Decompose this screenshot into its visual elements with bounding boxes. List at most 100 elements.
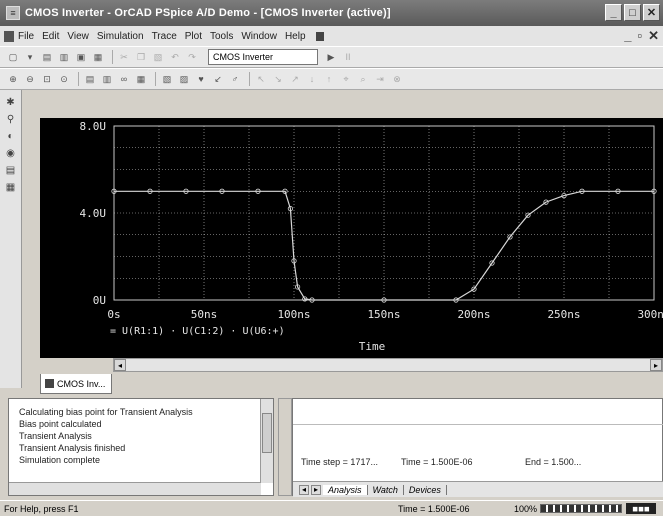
menu-file[interactable]: File xyxy=(18,30,35,42)
trace-point xyxy=(507,234,513,240)
plot-window[interactable]: 0s 50ns 100ns 150ns 200ns 250ns 300ns 0U 4.0U 8.0… xyxy=(40,118,663,358)
tab-label: CMOS Inv... xyxy=(57,378,106,389)
tab-next-icon[interactable]: ▸ xyxy=(311,484,321,495)
panel-splitter[interactable] xyxy=(278,398,292,496)
menu-help[interactable]: Help xyxy=(284,30,306,42)
tab-devices[interactable]: Devices xyxy=(404,484,447,495)
run-icon[interactable]: ▶ xyxy=(327,51,335,62)
minimize-button[interactable]: _ xyxy=(605,4,622,21)
redo-icon[interactable]: ↷ xyxy=(188,51,196,62)
eval-goal-icon[interactable]: ▨ xyxy=(179,73,189,84)
scroll-right-icon[interactable]: ▸ xyxy=(650,359,662,371)
cursor-mark-icon[interactable]: ⊗ xyxy=(393,73,401,84)
zoom-fit-icon[interactable]: ⊙ xyxy=(60,73,68,84)
trace-point xyxy=(489,260,495,266)
save-icon[interactable]: ▣ xyxy=(76,51,86,62)
waveform-plot[interactable]: 0s 50ns 100ns 150ns 200ns 250ns 300ns 0U 4.0U 8.0… xyxy=(40,118,663,358)
mdi-close-button[interactable]: ✕ xyxy=(648,28,659,43)
menu-plot[interactable]: Plot xyxy=(184,30,202,42)
new-icon[interactable]: ▢ xyxy=(8,51,18,62)
cursor-peak-icon[interactable]: ↖ xyxy=(257,73,265,84)
undo-icon[interactable]: ↶ xyxy=(171,51,179,62)
print-icon[interactable]: ▦ xyxy=(93,51,103,62)
log-line: Transient Analysis xyxy=(19,431,92,441)
menu-simulation[interactable]: Simulation xyxy=(96,30,144,42)
add-trace-icon[interactable]: ▧ xyxy=(162,73,172,84)
performance-icon[interactable]: ∞ xyxy=(120,74,128,84)
menu-window[interactable]: Window xyxy=(241,30,277,42)
open-icon[interactable]: ▤ xyxy=(42,51,52,62)
maximize-button[interactable]: □ xyxy=(624,4,641,21)
cursor-trough-icon[interactable]: ↘ xyxy=(274,73,282,84)
cursor-max-icon[interactable]: ↑ xyxy=(326,74,332,84)
mdi-minimize-button[interactable]: _ xyxy=(624,28,632,43)
y-tick-label: 8.0U xyxy=(80,120,107,133)
window-controls: _ □ ✕ xyxy=(605,4,660,21)
document-tab-strip: CMOS Inv... xyxy=(40,374,663,394)
document-icon[interactable] xyxy=(4,30,14,42)
open-folder-icon[interactable]: ▥ xyxy=(59,51,69,62)
title-bar: ≡ CMOS Inverter - OrCAD PSpice A/D Demo … xyxy=(0,0,663,26)
fourier-icon[interactable]: ▥ xyxy=(102,73,112,84)
simulation-profile-select[interactable]: CMOS Inverter xyxy=(208,49,318,65)
log-x-icon[interactable]: ▤ xyxy=(85,73,95,84)
menu-trace[interactable]: Trace xyxy=(151,30,177,42)
cut-icon[interactable]: ✂ xyxy=(120,51,128,62)
log-horizontal-scrollbar[interactable] xyxy=(9,482,261,495)
paste-icon[interactable]: ▧ xyxy=(153,51,163,62)
trace-point xyxy=(291,258,297,264)
tab-watch[interactable]: Watch xyxy=(368,484,404,495)
close-button[interactable]: ✕ xyxy=(643,4,660,21)
mdi-restore-button[interactable]: ▫ xyxy=(637,28,643,43)
plot-horizontal-scrollbar[interactable]: ◂ ▸ xyxy=(113,358,663,372)
status-time: Time = 1.500E-06 xyxy=(398,503,470,514)
zoom-area-icon[interactable]: ⊡ xyxy=(43,73,51,84)
cursor-slope-icon[interactable]: ↗ xyxy=(291,73,299,84)
menu-view[interactable]: View xyxy=(67,30,89,42)
power-marker-icon[interactable]: ▤ xyxy=(5,165,16,176)
tab-prev-icon[interactable]: ◂ xyxy=(299,484,309,495)
layout-icon[interactable]: ▦ xyxy=(5,182,16,193)
menu-tools[interactable]: Tools xyxy=(210,30,234,42)
trace-point xyxy=(111,188,117,194)
cursor-point-icon[interactable]: ⌖ xyxy=(343,73,349,84)
marker-icon[interactable]: ♥ xyxy=(198,74,204,84)
app-icon[interactable]: ≡ xyxy=(6,6,20,20)
progress-fill xyxy=(541,505,621,512)
left-tool-strip: ✱ ⚲ ◐ ◉ ▤ ▦ xyxy=(0,90,22,388)
zoom-in-icon[interactable]: ⊕ xyxy=(9,73,17,84)
cursor-min-icon[interactable]: ↓ xyxy=(309,74,315,84)
cursor-next-icon[interactable]: ⇥ xyxy=(376,73,384,84)
cursor-search-icon[interactable]: ⌕ xyxy=(360,73,366,84)
probe-icon[interactable]: ⚲ xyxy=(6,114,15,125)
help-context-icon[interactable] xyxy=(315,31,324,41)
mdi-controls: _ ▫ ✕ xyxy=(624,28,659,44)
toolbar-separator xyxy=(78,72,79,86)
scroll-thumb[interactable] xyxy=(262,413,272,453)
tab-analysis[interactable]: Analysis xyxy=(323,484,368,495)
log-line: Transient Analysis finished xyxy=(19,443,126,453)
menu-edit[interactable]: Edit xyxy=(42,30,60,42)
log-y-icon[interactable]: ▦ xyxy=(136,73,146,84)
dropdown-arrow-icon[interactable]: ▾ xyxy=(27,51,33,62)
pause-icon[interactable]: II xyxy=(345,52,351,62)
tab-cmos-inverter[interactable]: CMOS Inv... xyxy=(40,374,112,394)
trace-point xyxy=(471,286,477,292)
log-vertical-scrollbar[interactable] xyxy=(260,399,273,483)
trace-point xyxy=(561,193,567,199)
trace-line xyxy=(114,190,654,301)
text-icon[interactable]: ♂ xyxy=(231,74,239,84)
zoom-out-icon[interactable]: ⊖ xyxy=(26,73,34,84)
x-tick-label: 150ns xyxy=(367,308,400,321)
help-hint: For Help, press F1 xyxy=(4,503,79,514)
toolbar-separator xyxy=(112,50,113,64)
output-log-panel: Calculating bias point for Transient Ana… xyxy=(8,398,274,496)
copy-icon[interactable]: ❐ xyxy=(136,51,146,62)
standard-toolbar: ▢ ▾ ▤ ▥ ▣ ▦ ✂ ❐ ▧ ↶ ↷ CMOS Inverter ▶ II xyxy=(0,46,663,68)
pin-icon[interactable]: ✱ xyxy=(6,97,15,108)
current-marker-icon[interactable]: ◉ xyxy=(6,148,15,159)
label-icon[interactable]: ↙ xyxy=(214,73,222,84)
log-line: Simulation complete xyxy=(19,455,101,465)
voltage-marker-icon[interactable]: ◐ xyxy=(7,131,14,142)
scroll-left-icon[interactable]: ◂ xyxy=(114,359,126,371)
